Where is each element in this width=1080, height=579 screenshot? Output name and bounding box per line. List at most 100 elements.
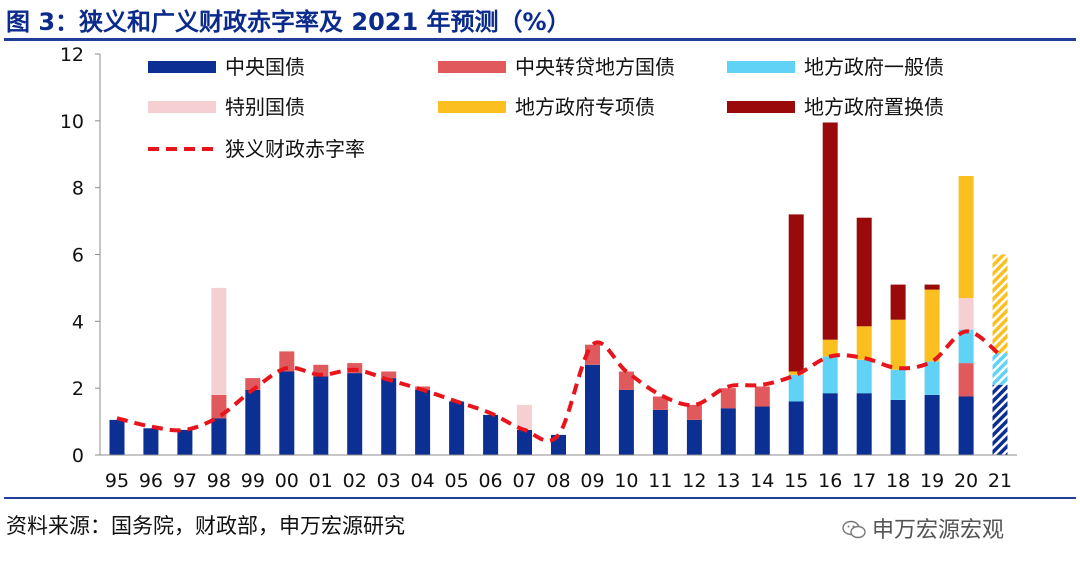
bar-local_general-16 xyxy=(822,356,838,394)
bar-central_on_lent-00 xyxy=(279,351,295,372)
bar-central_bond-04 xyxy=(415,389,431,455)
bar-central_bond-07 xyxy=(517,429,532,455)
legend-label-deficit-line: 狭义财政赤字率 xyxy=(225,137,365,161)
bar-special_bond-20 xyxy=(958,297,974,330)
x-tick-label: 07 xyxy=(512,470,536,492)
bar-local_special-16 xyxy=(822,339,838,357)
bar-local_special-20 xyxy=(958,176,974,298)
bar-local_general-17 xyxy=(856,359,872,394)
bars-layer xyxy=(109,122,1008,455)
legend-label-central_on_lent: 中央转贷地方国债 xyxy=(515,55,675,79)
x-tick-label: 17 xyxy=(852,470,876,492)
x-tick-label: 11 xyxy=(648,470,672,492)
bar-central_on_lent-20 xyxy=(958,363,974,397)
bar-central_bond-20 xyxy=(958,396,974,455)
bar-central_bond-18 xyxy=(890,399,906,455)
legend-swatch-central_bond xyxy=(148,61,216,73)
x-tick-label: 96 xyxy=(139,470,163,492)
bar-central_on_lent-11 xyxy=(652,396,668,410)
watermark-text: 申万宏源宏观 xyxy=(872,518,1005,543)
y-tick-label: 6 xyxy=(72,245,84,267)
legend-swatch-local_special xyxy=(438,101,506,113)
x-tick-label: 06 xyxy=(478,470,502,492)
x-tick-label: 98 xyxy=(207,470,231,492)
bar-local_general-19 xyxy=(924,361,940,395)
legend-label-local_replacement: 地方政府置换债 xyxy=(804,95,944,119)
bar-central_on_lent-10 xyxy=(618,371,634,390)
x-tick-label: 99 xyxy=(241,470,265,492)
x-tick-label: 14 xyxy=(750,470,774,492)
legend-swatch-special_bond xyxy=(148,101,216,113)
bar-central_bond-05 xyxy=(449,401,465,455)
x-tick-label: 15 xyxy=(784,470,808,492)
y-tick-label: 0 xyxy=(72,445,84,467)
y-tick-label: 2 xyxy=(72,378,84,400)
bar-central_bond-13 xyxy=(720,408,736,455)
x-tick-label: 04 xyxy=(411,470,435,492)
legend-label-local_general: 地方政府一般债 xyxy=(804,55,944,79)
bar-central_bond-16 xyxy=(822,393,838,455)
bar-local_general-15 xyxy=(788,374,804,402)
bar-central_on_lent-03 xyxy=(381,371,397,379)
legend-swatch-local_general xyxy=(727,61,795,73)
bar-local_replacement-19 xyxy=(924,284,940,290)
deficit-line-layer xyxy=(116,329,1002,443)
bar-central_bond-03 xyxy=(381,378,397,455)
source-note: 资料来源：国务院，财政部，申万宏源研究 xyxy=(6,514,405,538)
bar-local_replacement-17 xyxy=(856,217,872,327)
bar-central_bond-96 xyxy=(143,428,159,455)
legend-label-special_bond: 特别国债 xyxy=(225,95,305,119)
x-tick-label: 13 xyxy=(716,470,740,492)
x-tick-label: 19 xyxy=(920,470,944,492)
bar-local_replacement-18 xyxy=(890,284,906,320)
x-tick-label: 18 xyxy=(886,470,910,492)
legend-swatch-central_on_lent xyxy=(438,61,506,73)
watermark: 申万宏源宏观 xyxy=(842,512,1004,544)
bar-central_on_lent-12 xyxy=(686,404,702,420)
x-tick-label: 05 xyxy=(445,470,469,492)
y-tick-label: 4 xyxy=(72,311,84,333)
bar-central_bond-15 xyxy=(788,401,804,455)
x-tick-label: 01 xyxy=(309,470,333,492)
bar-special_bond-07 xyxy=(517,404,532,430)
legend-label-local_special: 地方政府专项债 xyxy=(515,95,655,119)
bar-local_special-18 xyxy=(890,319,906,370)
bar-local_general-20 xyxy=(958,329,974,364)
wechat-icon xyxy=(842,520,866,539)
bar-local_special-21 xyxy=(992,254,1008,354)
x-tick-label: 16 xyxy=(818,470,842,492)
bar-central_bond-21 xyxy=(992,384,1008,455)
bar-central_on_lent-13 xyxy=(720,388,736,409)
bar-local_general-18 xyxy=(890,369,906,400)
x-tick-label: 21 xyxy=(988,470,1012,492)
deficit-rate-line xyxy=(116,329,1002,443)
bar-central_bond-11 xyxy=(652,409,668,455)
x-tick-label: 95 xyxy=(105,470,129,492)
bar-local_replacement-15 xyxy=(788,214,804,372)
bar-central_bond-12 xyxy=(686,419,702,455)
source-divider xyxy=(4,497,1076,499)
bar-special_bond-98 xyxy=(211,287,227,395)
bar-central_bond-14 xyxy=(754,406,770,455)
x-tick-label: 03 xyxy=(377,470,401,492)
legend-swatch-local_replacement xyxy=(727,101,795,113)
x-tick-label: 97 xyxy=(173,470,197,492)
bar-local_special-19 xyxy=(924,289,940,362)
legend-label-central_bond: 中央国债 xyxy=(225,55,305,79)
y-tick-label: 12 xyxy=(60,44,84,66)
bar-central_bond-09 xyxy=(585,364,600,455)
figure-title: 图 3：狭义和广义财政赤字率及 2021 年预测（%） xyxy=(6,8,571,36)
x-tick-label: 08 xyxy=(546,470,570,492)
bar-central_bond-98 xyxy=(211,418,227,455)
x-tick-label: 09 xyxy=(580,470,604,492)
bar-central_bond-17 xyxy=(856,393,872,455)
bar-central_bond-02 xyxy=(347,373,363,455)
x-tick-label: 10 xyxy=(614,470,638,492)
bar-central_bond-19 xyxy=(924,394,940,455)
bar-local_replacement-16 xyxy=(822,122,838,340)
bar-central_on_lent-99 xyxy=(245,378,261,390)
x-tick-label: 20 xyxy=(954,470,978,492)
